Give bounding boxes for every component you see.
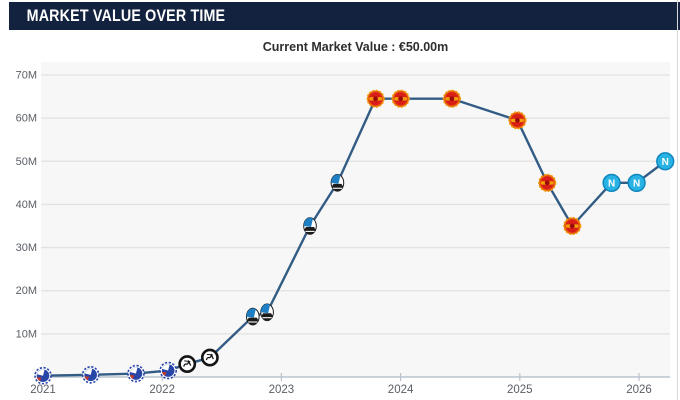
- data-point-napoli-crest-icon[interactable]: N: [627, 173, 646, 193]
- plot-area: [41, 62, 670, 377]
- svg-text:N: N: [608, 178, 615, 189]
- data-point-man-united-crest-icon[interactable]: [538, 173, 557, 192]
- current-market-value-label: Current Market Value : €50.00m: [262, 40, 449, 54]
- data-point-sturm-graz-crest-icon[interactable]: [178, 355, 197, 373]
- data-point-atalanta-crest-icon[interactable]: [245, 307, 260, 326]
- data-point-sturm-graz-crest-icon[interactable]: [200, 348, 219, 367]
- header-bar: MARKET VALUE OVER TIME: [9, 2, 680, 30]
- data-point-fc-copenhagen-crest-icon[interactable]: [127, 364, 145, 383]
- x-axis-label: 2024: [388, 384, 414, 396]
- y-axis-label: 30M: [16, 242, 37, 254]
- data-point-fc-copenhagen-crest-icon[interactable]: [81, 366, 100, 384]
- data-point-man-united-crest-icon[interactable]: [391, 89, 410, 108]
- data-point-man-united-crest-icon[interactable]: [563, 216, 582, 236]
- panel-right-border: [677, 0, 678, 400]
- page-title: MARKET VALUE OVER TIME: [26, 6, 226, 25]
- svg-text:N: N: [633, 178, 640, 189]
- x-axis-label: 2026: [626, 384, 652, 396]
- y-axis-label: 60M: [16, 113, 37, 125]
- data-point-man-united-crest-icon[interactable]: [366, 89, 385, 108]
- data-point-atalanta-crest-icon[interactable]: [303, 217, 317, 235]
- y-axis-label: 10M: [16, 328, 37, 340]
- y-axis-label: 50M: [16, 156, 37, 168]
- y-axis-label: 70M: [16, 70, 37, 82]
- svg-text:N: N: [662, 157, 669, 168]
- y-axis-label: 40M: [16, 199, 37, 211]
- x-axis-label: 2022: [149, 384, 175, 396]
- y-axis-label: 20M: [16, 285, 37, 297]
- data-point-napoli-crest-icon[interactable]: N: [602, 173, 621, 193]
- data-point-atalanta-crest-icon[interactable]: [260, 303, 274, 322]
- data-point-fc-copenhagen-crest-icon[interactable]: [34, 366, 52, 385]
- data-point-napoli-crest-icon[interactable]: N: [656, 152, 675, 171]
- data-point-fc-copenhagen-crest-icon[interactable]: [159, 361, 177, 380]
- data-point-man-united-crest-icon[interactable]: [508, 111, 527, 130]
- data-point-man-united-crest-icon[interactable]: [442, 89, 461, 108]
- x-axis-label: 2021: [30, 384, 56, 396]
- x-axis-label: 2023: [269, 384, 295, 396]
- x-axis-label: 2025: [507, 384, 533, 396]
- data-point-atalanta-crest-icon[interactable]: [330, 174, 345, 192]
